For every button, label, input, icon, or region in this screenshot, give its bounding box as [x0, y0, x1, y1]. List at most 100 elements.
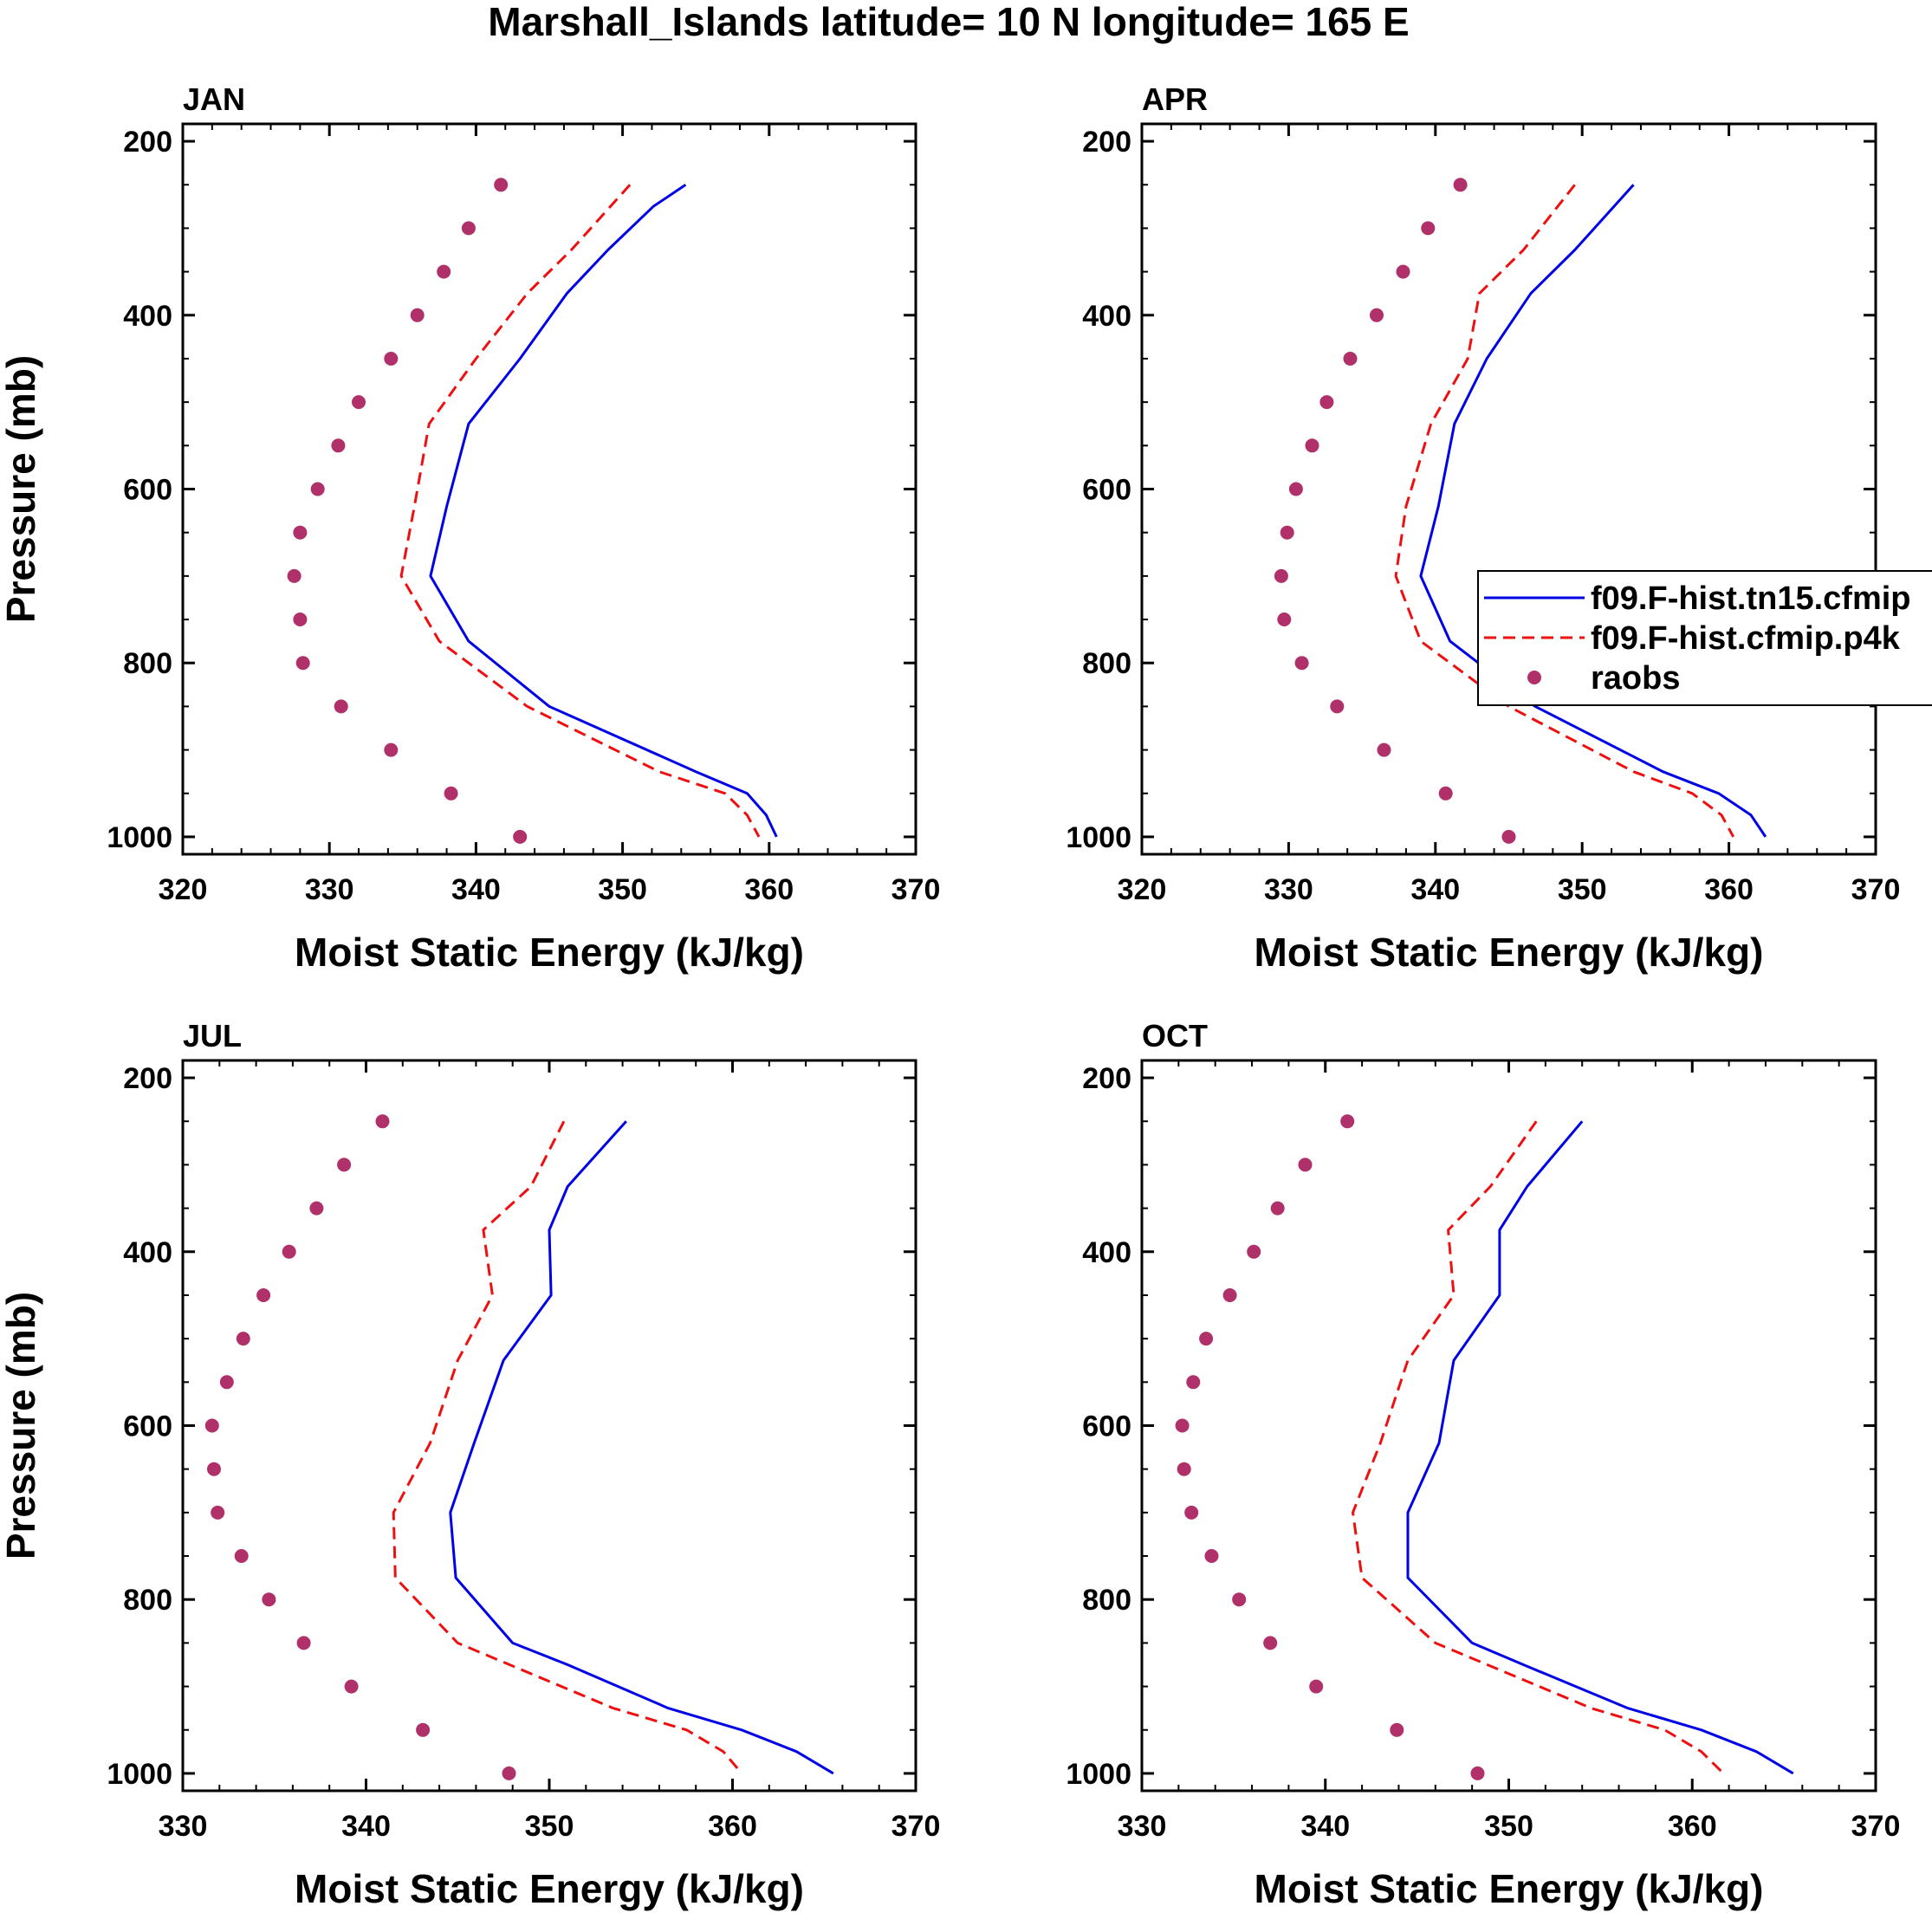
legend-label-model-a: f09.F-hist.tn15.cfmip [1591, 580, 1911, 617]
panel-apr: APR 320 330 340 350 360 370 200 400 600 800 1000 Moi… [1066, 81, 1900, 975]
x-tick-label: 340 [1300, 1810, 1350, 1843]
obs-point [236, 1332, 250, 1346]
series-line-model-b [1394, 184, 1735, 838]
series-line-model-b [399, 184, 761, 838]
x-tick-label: 350 [525, 1810, 574, 1843]
plot-frame [1140, 122, 1877, 856]
obs-point [410, 308, 425, 322]
obs-point [331, 438, 346, 453]
y-tick-label: 800 [1082, 1584, 1131, 1617]
obs-point [1370, 308, 1384, 322]
obs-point [1204, 1549, 1219, 1563]
obs-point [219, 1375, 234, 1390]
x-tick-label: 350 [598, 873, 647, 906]
panel-title: JAN [183, 81, 245, 117]
y-tick-label: 400 [123, 300, 172, 333]
x-tick-label: 360 [1668, 1810, 1717, 1843]
y-tick-label: 600 [123, 1410, 172, 1443]
obs-point [1470, 1766, 1485, 1780]
series-line-model-a [1419, 184, 1767, 838]
x-tick-label: 330 [1118, 1810, 1167, 1843]
obs-point [282, 1244, 296, 1259]
x-tick-label: 360 [744, 873, 794, 906]
obs-point [437, 264, 451, 279]
x-tick-label: 320 [159, 873, 208, 906]
series-line-model-a [429, 184, 778, 838]
y-tick-label: 200 [123, 126, 172, 159]
x-tick-label: 350 [1484, 1810, 1533, 1843]
obs-point [461, 221, 476, 236]
obs-point [513, 829, 528, 844]
obs-point [1199, 1332, 1214, 1346]
obs-point [295, 656, 310, 671]
y-tick-label: 800 [123, 647, 172, 680]
panel-title: APR [1142, 81, 1208, 117]
obs-point [256, 1288, 271, 1302]
figure-title: Marshall_Islands latitude= 10 N longitud… [488, 0, 1409, 44]
legend: f09.F-hist.tn15.cfmip f09.F-hist.cfmip.p… [1477, 570, 1932, 706]
obs-point [204, 1418, 219, 1433]
obs-point [1184, 1505, 1199, 1520]
legend-label-obs: raobs [1591, 660, 1680, 697]
x-tick-label: 370 [891, 873, 941, 906]
y-tick-label: 600 [1082, 1410, 1131, 1443]
obs-point [1340, 1114, 1355, 1129]
series-line-model-a [449, 1120, 834, 1775]
obs-point [1232, 1592, 1247, 1607]
y-tick-label: 800 [123, 1584, 172, 1617]
series-line-model-b [392, 1120, 743, 1774]
obs-point [375, 1114, 390, 1129]
obs-point [1453, 178, 1468, 192]
panel-title: OCT [1142, 1018, 1208, 1054]
y-tick-label: 200 [1082, 1062, 1131, 1095]
x-tick-label: 340 [451, 873, 501, 906]
x-tick-label: 370 [891, 1810, 941, 1843]
obs-point [234, 1549, 249, 1563]
x-tick-label: 370 [1851, 873, 1901, 906]
obs-point [1377, 742, 1391, 757]
obs-point [352, 395, 366, 410]
plot-frame [181, 122, 917, 856]
y-tick-label: 1000 [107, 821, 172, 854]
obs-point [1396, 264, 1410, 279]
obs-point [337, 1157, 352, 1172]
obs-point [1343, 352, 1358, 366]
obs-point [444, 786, 458, 801]
x-axis-label: Moist Static Energy (kJ/kg) [1255, 930, 1764, 975]
y-tick-label: 200 [1082, 126, 1131, 159]
x-tick-label: 340 [1410, 873, 1460, 906]
obs-point [287, 568, 301, 583]
obs-point [310, 482, 325, 496]
y-tick-label: 400 [1082, 1236, 1131, 1269]
obs-point [1280, 525, 1294, 540]
obs-point [1277, 613, 1292, 626]
x-tick-label: 350 [1558, 873, 1607, 906]
x-tick-label: 320 [1118, 873, 1167, 906]
y-axis-label: Pressure (mb) [0, 355, 43, 623]
y-tick-label: 600 [1082, 474, 1131, 507]
y-tick-label: 600 [123, 474, 172, 507]
y-tick-label: 200 [123, 1062, 172, 1095]
y-tick-label: 400 [123, 1236, 172, 1269]
y-tick-label: 1000 [107, 1758, 172, 1791]
obs-point [1175, 1418, 1190, 1433]
series-line-model-a [1406, 1120, 1794, 1775]
panel-oct: OCT 330 340 350 360 370 200 400 600 800 1000 Moist … [1066, 1018, 1900, 1911]
plot-frame [1140, 1059, 1877, 1793]
x-axis-label: Moist Static Energy (kJ/kg) [1255, 1866, 1764, 1911]
obs-point [1390, 1722, 1404, 1737]
x-tick-label: 360 [1704, 873, 1754, 906]
obs-point [1309, 1679, 1324, 1694]
x-tick-label: 360 [708, 1810, 757, 1843]
obs-point [1319, 395, 1334, 410]
obs-point [1305, 438, 1319, 453]
y-tick-label: 1000 [1066, 1758, 1131, 1791]
obs-point [1294, 656, 1309, 671]
legend-swatch-obs [1527, 671, 1541, 684]
obs-point [293, 613, 308, 626]
panel-jan: JAN 320 330 340 350 360 370 200 400 600 800 1000 Moi… [0, 81, 940, 975]
x-tick-label: 330 [159, 1810, 208, 1843]
obs-point [1186, 1375, 1201, 1390]
x-axis-label: Moist Static Energy (kJ/kg) [295, 1866, 804, 1911]
obs-point [1263, 1636, 1278, 1650]
